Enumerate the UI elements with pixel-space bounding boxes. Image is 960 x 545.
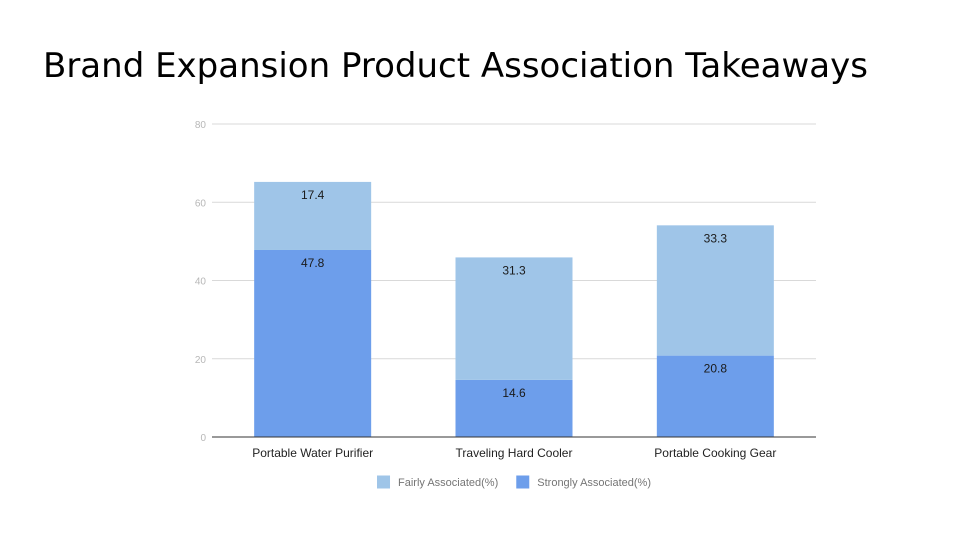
legend-swatch [377, 475, 391, 489]
legend-label: Fairly Associated(%) [398, 477, 498, 489]
y-tick-label: 0 [200, 433, 206, 444]
bar-segment [455, 379, 573, 437]
y-tick-label: 40 [195, 277, 207, 288]
bar-segment [455, 257, 573, 380]
data-label: 14.6 [502, 386, 526, 400]
x-tick-label: Traveling Hard Cooler [456, 446, 573, 460]
x-tick-label: Portable Cooking Gear [654, 446, 776, 460]
bar-segment [656, 355, 774, 437]
data-label: 17.4 [301, 188, 325, 202]
data-labels: 47.8 17.4 14.6 31.3 20.8 33.3 [301, 188, 727, 400]
bars [254, 181, 774, 437]
bar-segment [656, 225, 774, 356]
y-axis-ticks: 0 20 40 60 80 [195, 120, 207, 444]
data-label: 47.8 [301, 256, 325, 270]
data-label: 20.8 [704, 362, 728, 376]
legend-label: Strongly Associated(%) [537, 477, 651, 489]
x-axis-ticks: Portable Water Purifier Traveling Hard Co… [252, 446, 776, 460]
y-tick-label: 60 [195, 198, 207, 209]
data-label: 31.3 [502, 263, 526, 277]
slide-title: Brand Expansion Product Association Take… [43, 46, 868, 86]
y-tick-label: 20 [195, 355, 207, 366]
bar-segment [254, 249, 372, 437]
legend: Fairly Associated(%) Strongly Associated(… [377, 475, 651, 489]
data-label: 33.3 [704, 231, 728, 245]
x-tick-label: Portable Water Purifier [252, 446, 373, 460]
bar-segment [254, 181, 372, 250]
legend-swatch [516, 475, 530, 489]
y-tick-label: 80 [195, 120, 207, 131]
